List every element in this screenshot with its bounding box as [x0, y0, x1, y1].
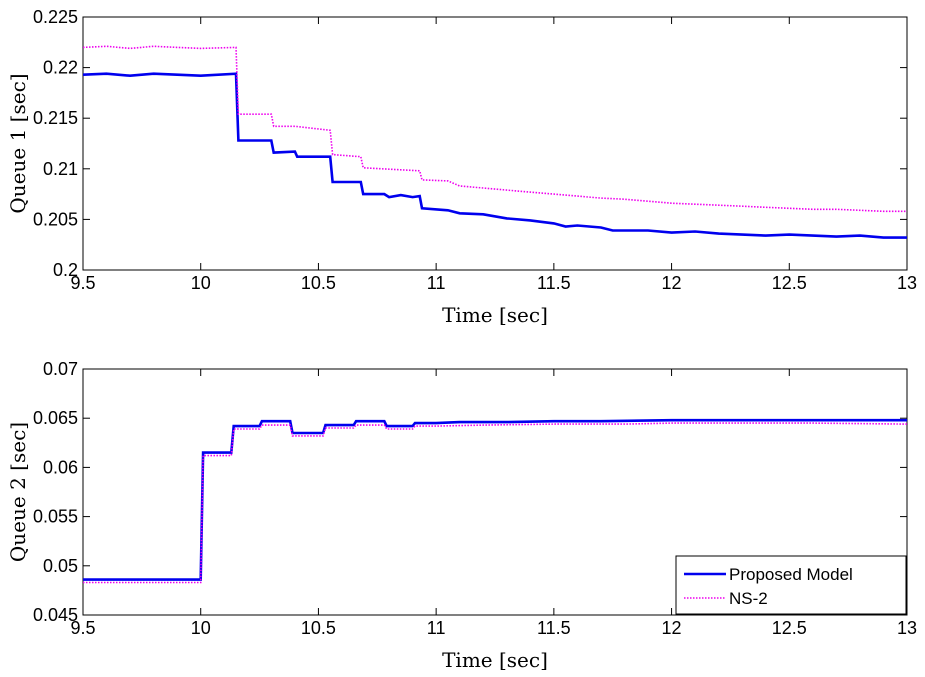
x-tick-label: 10.5 — [301, 273, 336, 293]
x-axis-label: Time [sec] — [442, 303, 548, 327]
y-tick-label: 0.065 — [33, 408, 78, 428]
y-tick-label: 0.22 — [43, 58, 78, 78]
x-tick-label: 11 — [427, 618, 446, 638]
y-tick-label: 0.225 — [33, 7, 78, 27]
y-tick-label: 0.21 — [43, 159, 78, 179]
y-axis-label: Queue 1 [sec] — [6, 73, 30, 213]
x-tick-label: 10 — [191, 273, 211, 293]
y-tick-label: 0.205 — [33, 209, 78, 229]
x-tick-label: 11.5 — [537, 618, 571, 638]
y-tick-label: 0.2 — [53, 260, 78, 280]
legend-label: Proposed Model — [729, 565, 853, 584]
x-tick-label: 12 — [662, 273, 682, 293]
x-tick-label: 9.5 — [70, 273, 95, 293]
legend-label: NS-2 — [729, 589, 768, 608]
x-axis-label: Time [sec] — [442, 648, 548, 672]
x-tick-label: 12 — [662, 618, 682, 638]
series-line-proposed-model — [83, 418, 907, 581]
series-line-proposed-model — [82, 72, 907, 239]
legend-box — [675, 555, 907, 615]
x-tick-label: 11.5 — [537, 273, 571, 293]
y-tick-label: 0.07 — [43, 359, 78, 379]
y-tick-label: 0.045 — [33, 605, 78, 625]
y-tick-label: 0.055 — [33, 507, 78, 527]
x-tick-label: 12.5 — [772, 618, 807, 638]
x-tick-label: 13 — [897, 273, 917, 293]
plot-area — [82, 16, 908, 271]
x-tick-label: 13 — [897, 618, 917, 638]
queue2-chart: 9.5 10 10.5 11 11.5 12 12.5 13 0.045 0.05 0.055 0.0… — [6, 359, 917, 672]
y-tick-label: 0.05 — [43, 556, 78, 576]
x-tick-label: 11 — [427, 273, 446, 293]
x-tick-label: 9.5 — [70, 618, 95, 638]
series-line-ns-2 — [82, 45, 907, 213]
x-tick-label: 12.5 — [772, 273, 807, 293]
legend: Proposed Model NS-2 — [675, 555, 907, 615]
queue1-chart: 9.5 10 10.5 11 11.5 12 12.5 13 0.2 0.205 0.21 0.215… — [6, 7, 917, 327]
x-tick-label: 10 — [191, 618, 211, 638]
y-axis-label: Queue 2 [sec] — [6, 422, 30, 562]
x-tick-label: 10.5 — [301, 618, 336, 638]
series-line-ns-2 — [83, 422, 908, 584]
y-tick-label: 0.215 — [33, 108, 78, 128]
y-tick-label: 0.06 — [43, 457, 78, 477]
